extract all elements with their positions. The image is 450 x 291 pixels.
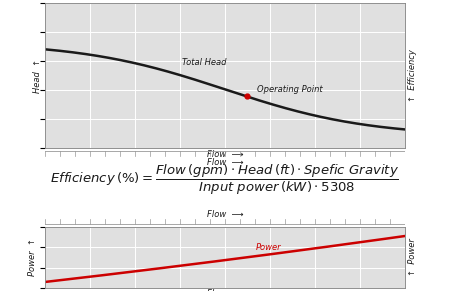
Y-axis label: Power  ↑: Power ↑ <box>28 239 37 276</box>
Text: Operating Point: Operating Point <box>257 85 323 94</box>
Text: Total Head: Total Head <box>182 58 226 67</box>
Y-axis label: ↑  Power: ↑ Power <box>408 239 417 276</box>
Text: Power: Power <box>256 243 281 252</box>
Text: $\mathit{Efficiency}\,(\%) = \dfrac{\mathit{Flow}\,(gpm)\cdot\mathit{Head}\,(ft): $\mathit{Efficiency}\,(\%) = \dfrac{\mat… <box>50 163 400 197</box>
Y-axis label: ↑  Efficiency: ↑ Efficiency <box>408 49 417 102</box>
Y-axis label: Head  ↑: Head ↑ <box>33 58 42 93</box>
X-axis label: Flow  ⟶: Flow ⟶ <box>207 290 243 291</box>
X-axis label: Flow  ⟶: Flow ⟶ <box>207 150 243 159</box>
Text: Flow  ⟶: Flow ⟶ <box>207 158 243 167</box>
Text: Flow  ⟶: Flow ⟶ <box>207 210 243 219</box>
